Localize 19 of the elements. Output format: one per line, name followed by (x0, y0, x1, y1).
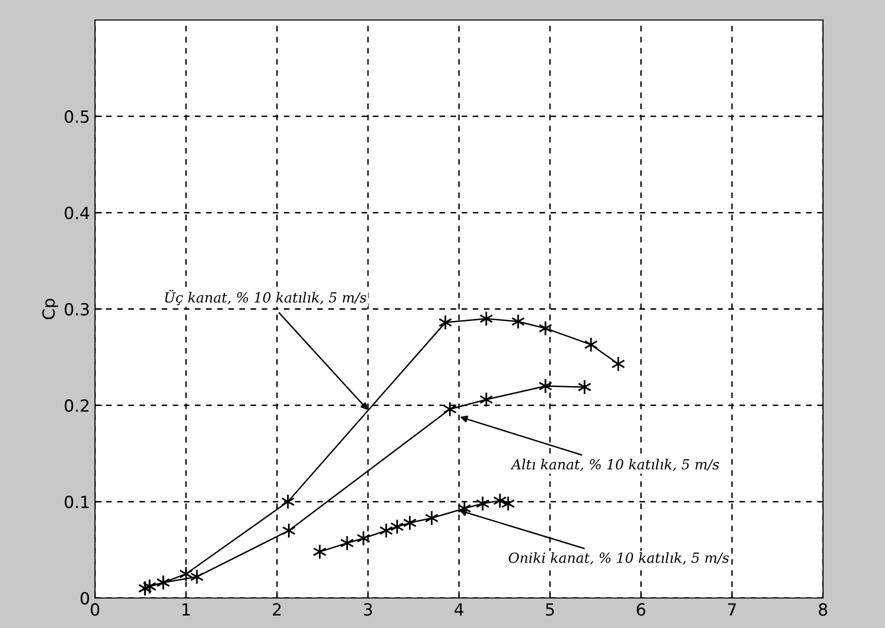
y-tick-label: 0 (80, 592, 90, 605)
x-tick-label: 7 (728, 603, 736, 616)
annotation: Oniki kanat, % 10 katılık, 5 m/s (508, 552, 729, 565)
x-tick-label: 3 (364, 603, 372, 616)
y-tick-label: 0.4 (64, 206, 90, 220)
x-tick-label: 0 (90, 603, 100, 616)
y-tick-label: 0.3 (64, 302, 89, 316)
y-tick-label: 0.1 (64, 496, 89, 508)
x-tick-label: 1 (182, 603, 190, 616)
annotation: Altı kanat, % 10 katılık, 5 m/s (510, 458, 720, 472)
x-tick-label: 5 (546, 603, 554, 616)
x-tick-label: 2 (272, 603, 281, 616)
y-axis-title: Cp (42, 298, 58, 320)
annotation: Üç kanat, % 10 katılık, 5 m/s (165, 290, 366, 306)
y-tick-label: 0.2 (64, 399, 88, 412)
y-tick-label: 0.5 (64, 110, 89, 123)
x-tick-label: 4 (454, 603, 464, 616)
x-tick-label: 8 (818, 603, 828, 616)
x-tick-label: 6 (636, 603, 646, 616)
